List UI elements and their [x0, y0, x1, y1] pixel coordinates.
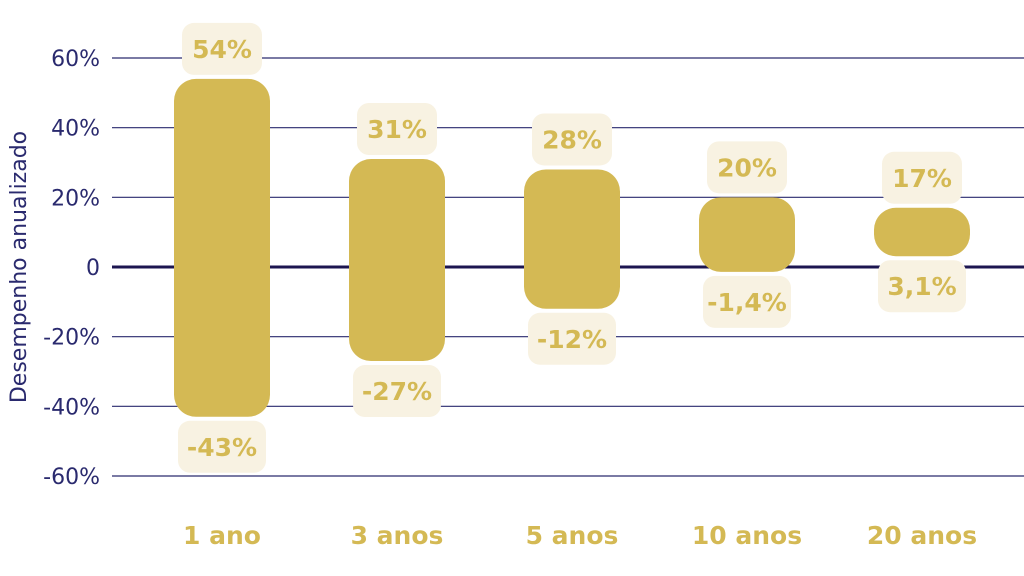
min-value-label: -27% [362, 377, 432, 406]
min-label-bg [178, 420, 266, 473]
y-tick-label: 60% [51, 47, 100, 72]
min-label-bg [353, 365, 441, 418]
max-label-bg [182, 22, 262, 75]
max-label-bg [357, 103, 437, 156]
y-tick-label: 0 [86, 256, 100, 281]
category-label: 1 ano [183, 521, 261, 550]
max-value-label: 20% [717, 153, 777, 182]
category-label: 10 anos [692, 521, 802, 550]
y-tick-label: -20% [43, 326, 100, 351]
max-value-label: 28% [542, 125, 602, 154]
category-label: 3 anos [351, 521, 444, 550]
max-label-bg [532, 113, 612, 166]
y-axis-label: Desempenho anualizado [7, 131, 32, 403]
data-labels: 54% -43% 31% -27% 28% -12% 20% -1,4% 17% 3,1% [178, 22, 966, 473]
min-label-bg [703, 275, 791, 328]
max-value-label: 54% [192, 35, 252, 64]
y-tick-label: -40% [43, 395, 100, 420]
range-bar [349, 159, 445, 362]
category-label: 5 anos [526, 521, 619, 550]
y-tick-label: 20% [51, 186, 100, 211]
min-value-label: -12% [537, 325, 607, 354]
min-value-label: -43% [187, 433, 257, 462]
range-bar [174, 78, 270, 417]
max-label-bg [882, 151, 962, 204]
max-value-label: 17% [892, 164, 952, 193]
y-axis-ticks: 60% 40% 20% 0 -20% -40% -60% [43, 47, 100, 490]
category-labels: 1 ano 3 anos 5 anos 10 anos 20 anos [183, 521, 977, 550]
range-bar [874, 207, 970, 257]
max-label-bg [707, 141, 787, 194]
min-value-label: -1,4% [707, 288, 787, 317]
range-bar [524, 169, 620, 309]
y-tick-label: 40% [51, 117, 100, 142]
y-tick-label: -60% [43, 465, 100, 490]
min-label-bg [878, 260, 966, 313]
min-label-bg [528, 312, 616, 365]
bars [174, 78, 970, 417]
max-value-label: 31% [367, 115, 427, 144]
category-label: 20 anos [867, 521, 977, 550]
min-value-label: 3,1% [887, 272, 956, 301]
range-bar [699, 197, 795, 272]
